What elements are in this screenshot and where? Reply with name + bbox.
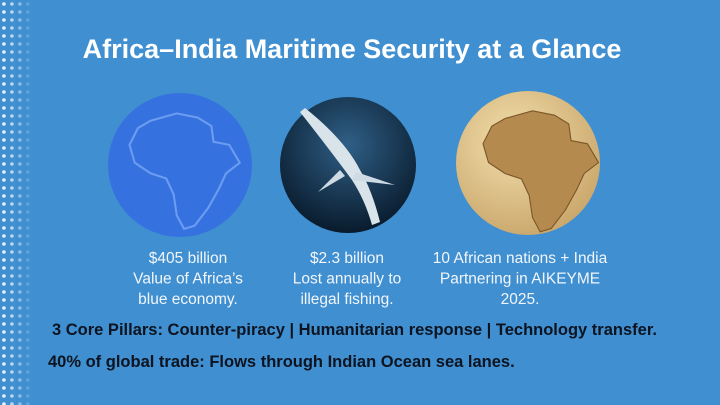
caption-line: blue economy. — [138, 291, 238, 308]
caption-line: Value of Africa’s — [133, 271, 243, 288]
fact-line: 40% of global trade: Flows through India… — [48, 353, 515, 371]
africa-globe-image — [456, 91, 600, 235]
caption-line: Partnering in AIKEYME — [440, 271, 600, 288]
caption-line: 2025. — [501, 291, 540, 308]
caption-line: illegal fishing. — [300, 291, 393, 308]
caption-line: $2.3 billion — [310, 250, 384, 267]
fact-line: 3 Core Pillars: Counter-piracy | Humanit… — [52, 321, 657, 339]
title: Africa–India Maritime Security at a Glan… — [83, 34, 622, 64]
dot-pattern — [0, 0, 34, 405]
caption-line: 10 African nations + India — [433, 250, 608, 267]
globe-icon — [108, 93, 252, 237]
whale-image — [280, 97, 416, 233]
caption-line: $405 billion — [149, 250, 227, 267]
caption-line: Lost annually to — [293, 271, 402, 288]
